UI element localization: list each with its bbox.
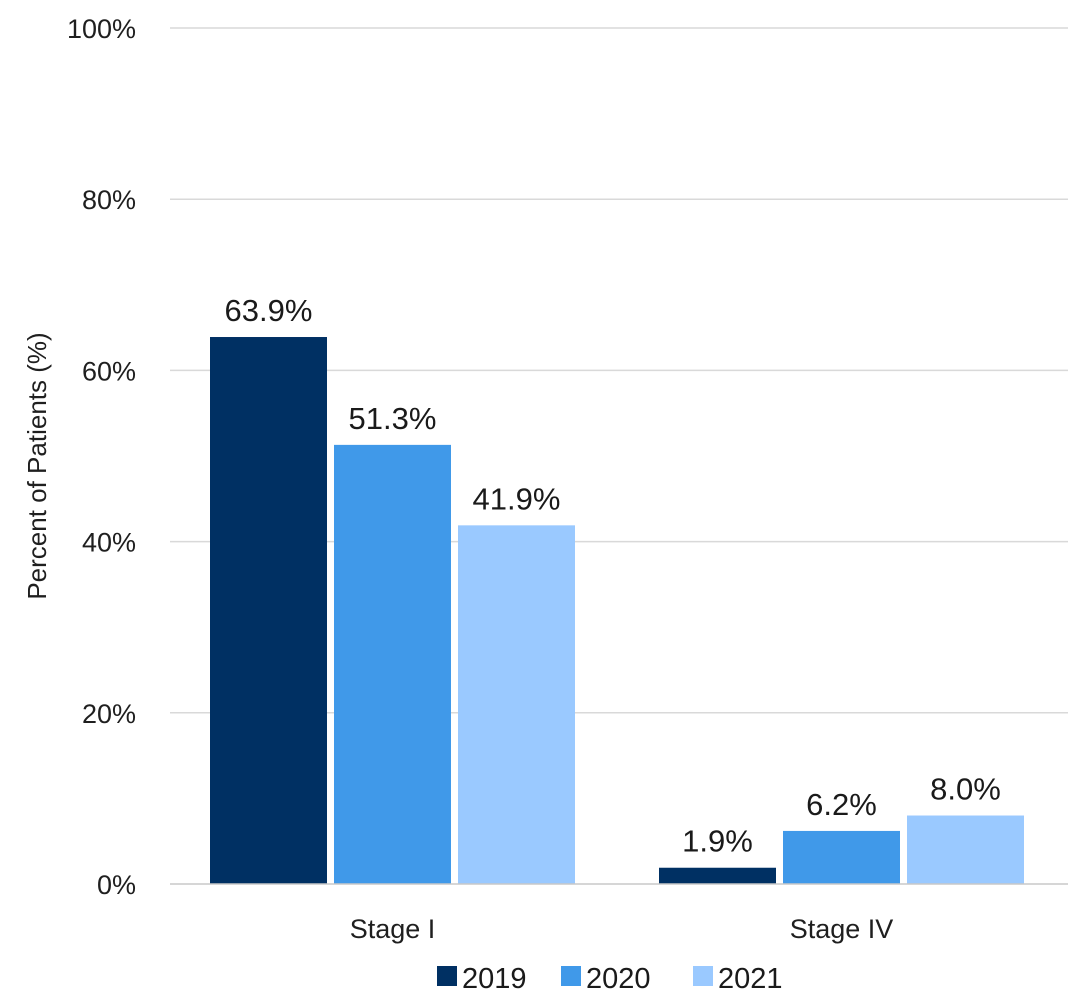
y-tick-label: 100% bbox=[67, 14, 136, 44]
x-axis-category-labels: Stage I Stage IV bbox=[350, 914, 894, 944]
data-label: 6.2% bbox=[806, 787, 877, 822]
data-label: 1.9% bbox=[682, 824, 753, 859]
y-tick-label: 80% bbox=[82, 185, 136, 215]
legend-swatch bbox=[693, 966, 713, 986]
bar-2020-stage-iv bbox=[783, 830, 900, 884]
bar-2019-stage-i bbox=[210, 337, 327, 884]
legend-item-2020: 2020 bbox=[561, 963, 651, 995]
bar-2021-stage-iv bbox=[907, 815, 1024, 884]
legend-label: 2021 bbox=[718, 963, 783, 993]
data-label: 41.9% bbox=[473, 481, 561, 516]
y-tick-label: 40% bbox=[82, 528, 136, 558]
legend-label: 2020 bbox=[586, 963, 651, 993]
y-tick-label: 0% bbox=[97, 870, 136, 900]
data-label: 51.3% bbox=[349, 401, 437, 436]
data-labels: 63.9% 51.3% 41.9% 1.9% 6.2% 8.0% bbox=[225, 293, 1001, 859]
y-tick-label: 20% bbox=[82, 699, 136, 729]
legend-item-2019: 2019 bbox=[437, 963, 527, 995]
x-category-label: Stage IV bbox=[790, 914, 894, 944]
y-axis-title: Percent of Patients (%) bbox=[22, 332, 52, 599]
legend-swatch bbox=[437, 966, 457, 986]
data-label: 8.0% bbox=[930, 772, 1001, 807]
bar-2020-stage-i bbox=[334, 444, 451, 884]
bars bbox=[210, 337, 1024, 884]
data-label: 63.9% bbox=[225, 293, 313, 328]
legend-item-2021: 2021 bbox=[693, 963, 783, 995]
legend: 2019 2020 2021 bbox=[437, 963, 783, 995]
y-tick-label: 60% bbox=[82, 356, 136, 386]
legend-swatch bbox=[561, 966, 581, 986]
bar-2021-stage-i bbox=[458, 525, 575, 884]
bar-2019-stage-iv bbox=[659, 867, 776, 884]
x-category-label: Stage I bbox=[350, 914, 436, 944]
y-axis-tick-labels: 0% 20% 40% 60% 80% 100% bbox=[67, 14, 136, 900]
legend-label: 2019 bbox=[462, 963, 527, 993]
